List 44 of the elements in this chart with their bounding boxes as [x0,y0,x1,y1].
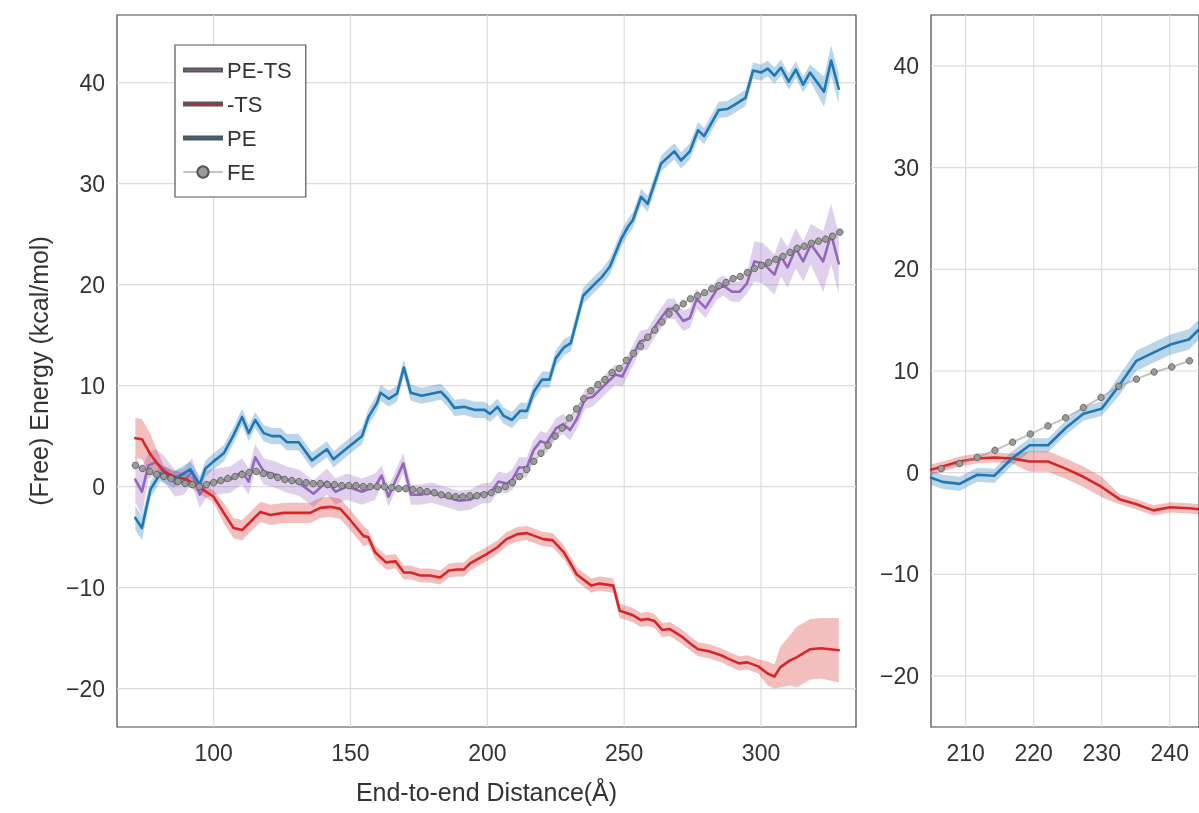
legend-label: PE [227,125,257,151]
point [1026,430,1034,438]
x-tick-label: 240 [1150,739,1189,766]
x-tick-label: 150 [331,739,370,766]
y-tick-label: 40 [893,52,919,79]
x-tick-label: 220 [1014,739,1053,766]
point [1168,363,1176,371]
point [1044,422,1052,430]
y-tick-label: 30 [893,154,919,181]
x-tick-label: 210 [946,739,985,766]
y-tick-label: 40 [79,69,105,96]
y-tick-label: 10 [79,372,105,399]
x-tick-label: 100 [194,739,233,766]
x-tick-label: 200 [468,739,507,766]
point [1062,414,1070,422]
point [955,459,964,468]
x-tick-label: 250 [604,739,644,766]
y-tick-label: 20 [893,256,919,283]
x-tick-label: 230 [1082,739,1121,766]
point [1097,393,1105,402]
y-tick-label: 0 [92,473,105,500]
y-tick-label: −20 [879,663,919,690]
legend-label: FE [227,159,256,185]
point [937,465,945,473]
point [991,446,999,454]
point [1185,357,1194,365]
y-tick-label: 30 [79,170,105,197]
y-tick-label: −10 [879,561,919,588]
x-tick-label: 300 [741,739,781,766]
y-tick-label: −20 [65,675,105,702]
point [973,453,981,462]
y-tick-label: 20 [79,271,105,298]
y-axis-title: (Free) Energy (kcal/mol) [24,236,53,506]
legend-label: -TS [227,91,263,117]
point [1008,438,1017,446]
point [1132,375,1141,383]
point [1115,382,1123,390]
point [1150,368,1158,376]
x-axis-title: End-to-end Distance(Å) [355,776,618,806]
y-tick-label: 10 [893,358,919,384]
point [1079,403,1088,412]
y-tick-label: 0 [906,459,919,486]
y-tick-label: −10 [65,574,105,601]
legend-label: PE-TS [227,57,292,83]
